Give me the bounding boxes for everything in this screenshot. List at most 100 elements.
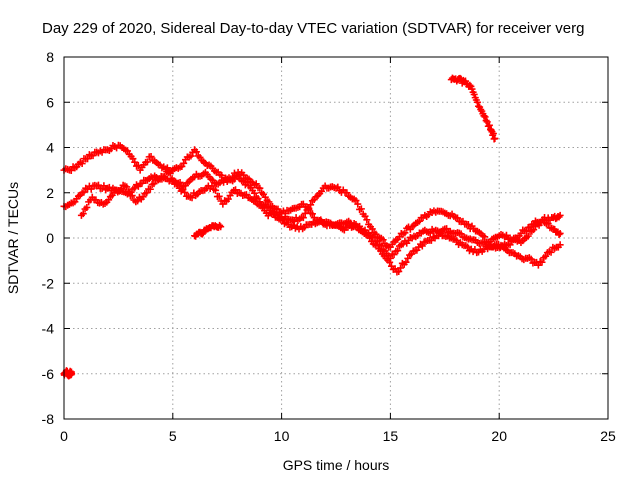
trace-marker [161,172,169,180]
trace-marker [117,185,125,193]
trace-marker [446,234,454,242]
trace-marker [174,181,182,189]
y-tick-label: 4 [46,140,54,156]
trace-marker [134,182,142,190]
trace-marker [526,223,534,231]
trace-marker [417,214,425,222]
trace-marker [478,247,486,255]
trace-marker [481,113,489,121]
trace-marker [305,206,313,214]
trace-marker [379,236,387,244]
trace-marker [287,206,295,214]
trace-marker [184,192,192,200]
trace-marker [123,183,131,191]
trace-marker [358,228,366,236]
trace-marker [472,96,480,104]
trace-marker [146,185,154,193]
y-axis-label: SDTVAR / TECUs [5,182,21,294]
trace-marker [361,212,369,220]
chart-title: Day 229 of 2020, Sidereal Day-to-day VTE… [42,20,584,37]
x-tick-label: 25 [600,428,616,444]
trace-marker [464,243,472,251]
trace-marker [439,226,447,234]
trace-marker [198,230,206,238]
ticks-layer: 0 5 10 15 20 25 -8 -6 -4 -2 0 2 4 6 8 [42,49,616,444]
trace-marker [279,216,287,224]
trace-marker [394,247,402,255]
trace-marker [547,248,555,256]
x-axis-label: GPS time / hours [283,457,390,473]
trace-marker [472,236,480,244]
trace-marker [418,242,426,250]
trace-marker [363,216,371,224]
trace-marker [485,121,493,129]
trace-marker [166,169,174,177]
trace-marker [554,243,562,251]
y-tick-label: 6 [46,94,54,110]
trace-marker [308,210,316,218]
trace-marker [504,240,512,248]
trace-marker [401,229,409,237]
trace-marker [130,196,138,204]
trace-marker [470,90,478,98]
trace-marker [369,240,377,248]
plot-frame [63,56,609,420]
trace-marker [482,117,490,125]
trace-marker [229,173,237,181]
trace-marker [271,213,279,221]
trace-marker [224,195,232,203]
points-layer [60,74,564,380]
trace-marker [368,225,376,233]
x-tick-label: 20 [491,428,507,444]
trace-marker [79,210,87,218]
trace-marker [119,181,127,189]
trace-marker [123,147,131,155]
trace-marker [134,197,142,205]
trace-marker [141,190,149,198]
trace-marker [152,176,160,184]
trace-marker [211,167,219,175]
trace-marker [298,213,306,221]
trace-marker [391,265,399,273]
trace-marker [143,158,151,166]
trace-marker [195,188,203,196]
trace-marker [453,237,461,245]
trace-marker [287,216,295,224]
trace-marker [308,197,316,205]
trace-marker [352,197,360,205]
trace-marker [298,200,306,208]
trace-marker [215,192,223,200]
trace-marker [395,233,403,241]
y-tick-label: -6 [42,366,55,382]
trace-marker [450,212,458,220]
x-tick-label: 5 [169,428,177,444]
trace-marker [472,227,480,235]
trace-marker [489,243,497,251]
trace-marker [178,162,186,170]
trace-marker [254,184,262,192]
trace-marker [239,192,247,200]
trace-marker [417,229,425,237]
series-track-a [60,141,564,251]
trace-marker [380,252,388,260]
trace-marker [250,189,258,197]
trace-marker [282,218,290,226]
trace-marker [386,258,394,266]
trace-marker [466,81,474,89]
trace-marker [67,368,75,376]
x-tick-label: 15 [383,428,399,444]
trace-marker [456,239,464,247]
trace-marker [102,186,110,194]
trace-marker [511,250,519,258]
trace-marker [80,188,88,196]
trace-marker [484,122,492,130]
trace-marker [83,203,91,211]
trace-marker [216,221,224,229]
trace-marker [192,148,200,156]
trace-marker [156,161,164,169]
trace-marker [240,171,248,179]
trace-marker [69,199,77,207]
trace-marker [265,198,273,206]
x-tick-label: 0 [60,428,68,444]
trace-marker [397,264,405,272]
